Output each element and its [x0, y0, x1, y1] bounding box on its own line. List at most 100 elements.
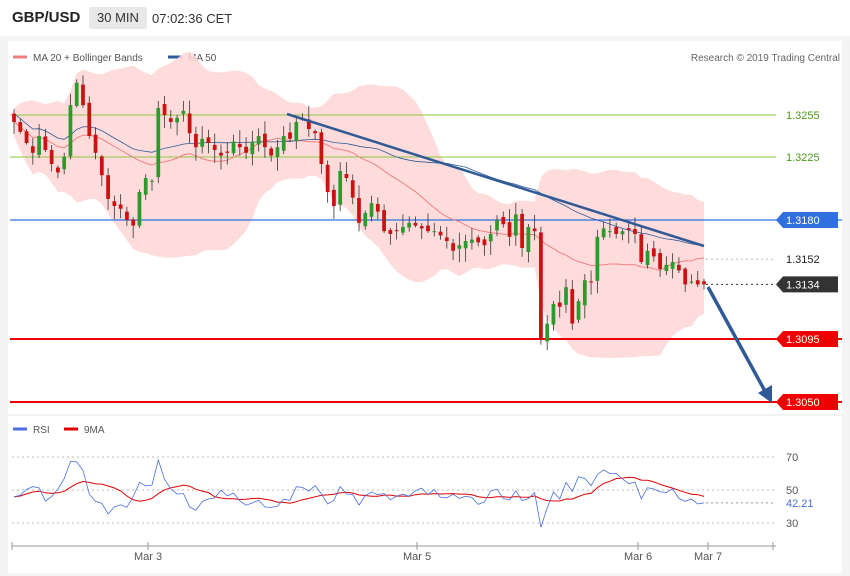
level-label-3: 1.3152	[786, 254, 820, 266]
candle-body	[419, 226, 424, 229]
candle-body	[237, 143, 242, 148]
level-label-5: 1.3095	[786, 334, 820, 346]
candle-body	[689, 281, 694, 283]
rsi-gridlines	[12, 456, 776, 524]
candle-body	[118, 204, 123, 209]
candle-body	[451, 243, 455, 251]
candle-body	[570, 289, 575, 324]
x-label-0: Mar 3	[134, 551, 162, 563]
candle-body	[645, 250, 650, 266]
candle-body	[444, 237, 449, 241]
candle-body	[482, 239, 487, 246]
ma50-legend-label: MA 50	[188, 53, 217, 64]
x-label-2: Mar 6	[624, 551, 652, 563]
level-badge-2	[776, 212, 838, 228]
level-label-1: 1.3225	[786, 152, 820, 164]
candle-body	[658, 253, 662, 269]
candle-body	[488, 234, 493, 242]
candle-body	[363, 213, 368, 227]
candle-body	[250, 141, 255, 155]
candle-body	[350, 180, 355, 198]
candle-body	[256, 136, 261, 145]
candle-body	[219, 152, 223, 156]
candle-body	[545, 323, 550, 342]
level-badge-5	[776, 331, 838, 347]
candle-body	[614, 227, 619, 234]
candle-body	[476, 237, 481, 243]
candle-body	[275, 147, 280, 157]
candle-body	[338, 171, 343, 205]
candle-body	[582, 280, 587, 306]
candle-body	[194, 133, 198, 148]
candle-body	[551, 304, 556, 325]
ma20-legend-label: MA 20 + Bollinger Bands	[33, 53, 143, 64]
candle-body	[200, 138, 205, 147]
candle-body	[93, 134, 98, 153]
candle-body	[520, 213, 524, 248]
candle-body	[601, 228, 606, 238]
rsi-tick-70: 70	[786, 452, 798, 464]
candle-body	[281, 136, 286, 151]
candle-body	[507, 222, 512, 237]
candle-body	[532, 228, 537, 232]
level-badge-4	[776, 276, 838, 293]
candle-body	[62, 157, 67, 170]
candle-body	[206, 137, 211, 143]
candle-body	[244, 146, 248, 153]
candle-body	[413, 222, 418, 226]
projection-arrow	[706, 286, 768, 394]
candle-body	[702, 281, 706, 285]
rsi-ma-line	[13, 476, 705, 504]
candle-body	[269, 148, 274, 156]
candle-body	[325, 164, 330, 192]
candle-body	[106, 175, 110, 199]
ma50-line	[13, 113, 705, 247]
rsi-current-box	[779, 496, 837, 510]
candle-body	[382, 210, 386, 232]
candle-body	[683, 268, 688, 285]
candle-body	[18, 122, 23, 132]
candle-body	[608, 231, 612, 233]
candle-body	[81, 84, 85, 106]
x-axis-ticks: Mar 3 Mar 5 Mar 6 Mar 7	[11, 542, 774, 563]
candle-body	[49, 149, 54, 164]
candle-body	[501, 216, 506, 225]
candle-body	[369, 203, 374, 217]
projection-arrowhead	[758, 385, 772, 403]
candle-body	[231, 141, 236, 154]
candle-body	[375, 203, 380, 212]
candle-body	[407, 222, 412, 228]
candle-body	[651, 248, 656, 257]
timeframe-button[interactable]: 30 MIN	[89, 7, 147, 29]
candle-body	[426, 225, 430, 232]
candle-body	[388, 229, 393, 234]
candle-body	[162, 104, 167, 115]
candle-body	[112, 201, 117, 206]
candle-body	[470, 239, 474, 243]
ma9-legend-label: 9MA	[84, 425, 105, 436]
moving-averages	[13, 113, 705, 272]
rsi-tick-30: 30	[786, 518, 798, 530]
chart-header: GBP/USD 30 MIN 07:02:36 CET	[0, 0, 850, 36]
candle-body	[576, 301, 581, 320]
candle-body	[432, 231, 437, 233]
candle-body	[595, 236, 600, 281]
candle-body	[68, 105, 73, 157]
candle-body	[263, 133, 267, 148]
rsi-lines	[13, 458, 776, 528]
candle-body	[589, 281, 593, 283]
rsi-legend: RSI 9MA	[13, 425, 105, 436]
rsi-line	[13, 458, 705, 528]
candle-body	[181, 110, 186, 114]
candle-body	[168, 118, 173, 122]
candle-body	[137, 192, 142, 226]
candle-body	[125, 211, 129, 220]
x-label-1: Mar 5	[403, 551, 431, 563]
candle-body	[557, 302, 562, 307]
candle-body	[670, 262, 675, 269]
candle-body	[564, 287, 568, 305]
candle-body	[539, 232, 543, 339]
candle-body	[695, 280, 700, 285]
candle-body	[12, 113, 16, 122]
